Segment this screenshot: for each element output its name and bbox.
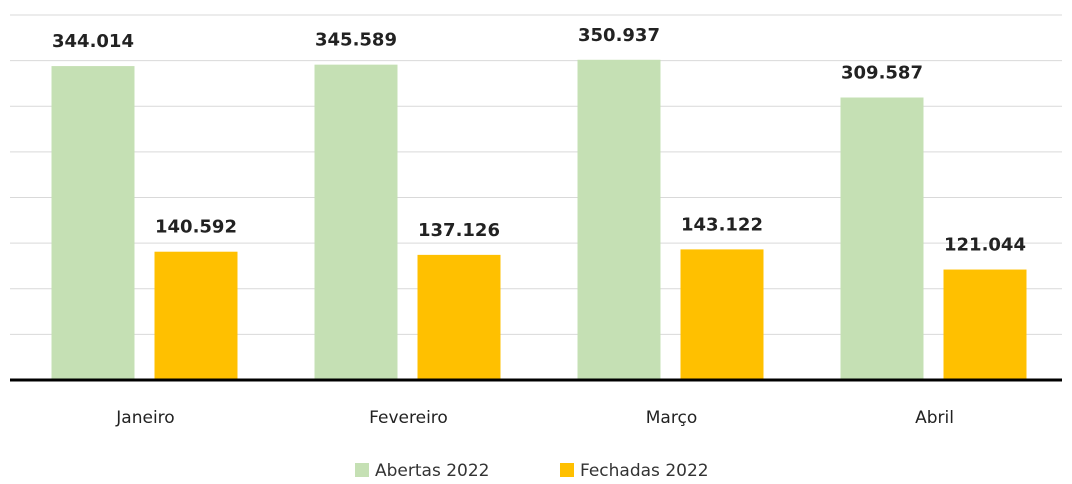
x-tick-label: Março bbox=[646, 408, 697, 428]
bar bbox=[417, 254, 501, 380]
legend-label: Abertas 2022 bbox=[375, 461, 489, 481]
bar bbox=[840, 97, 924, 380]
bar bbox=[680, 249, 764, 380]
bar bbox=[51, 66, 135, 381]
value-label: 350.937 bbox=[578, 25, 660, 46]
legend-swatch bbox=[560, 463, 574, 477]
value-label: 140.592 bbox=[155, 217, 237, 238]
x-tick-label: Abril bbox=[915, 408, 954, 428]
x-tick-label: Janeiro bbox=[115, 408, 174, 428]
legend-label: Fechadas 2022 bbox=[580, 461, 709, 481]
bar bbox=[154, 251, 238, 380]
bar bbox=[943, 269, 1027, 380]
bar bbox=[577, 59, 661, 380]
value-label: 344.014 bbox=[52, 31, 134, 52]
value-label: 345.589 bbox=[315, 30, 397, 51]
value-label: 309.587 bbox=[841, 63, 923, 84]
x-tick-label: Fevereiro bbox=[369, 408, 448, 428]
value-label: 143.122 bbox=[681, 214, 763, 235]
value-label: 121.044 bbox=[944, 235, 1026, 256]
value-label: 137.126 bbox=[418, 220, 500, 241]
legend-swatch bbox=[355, 463, 369, 477]
bar bbox=[314, 64, 398, 381]
